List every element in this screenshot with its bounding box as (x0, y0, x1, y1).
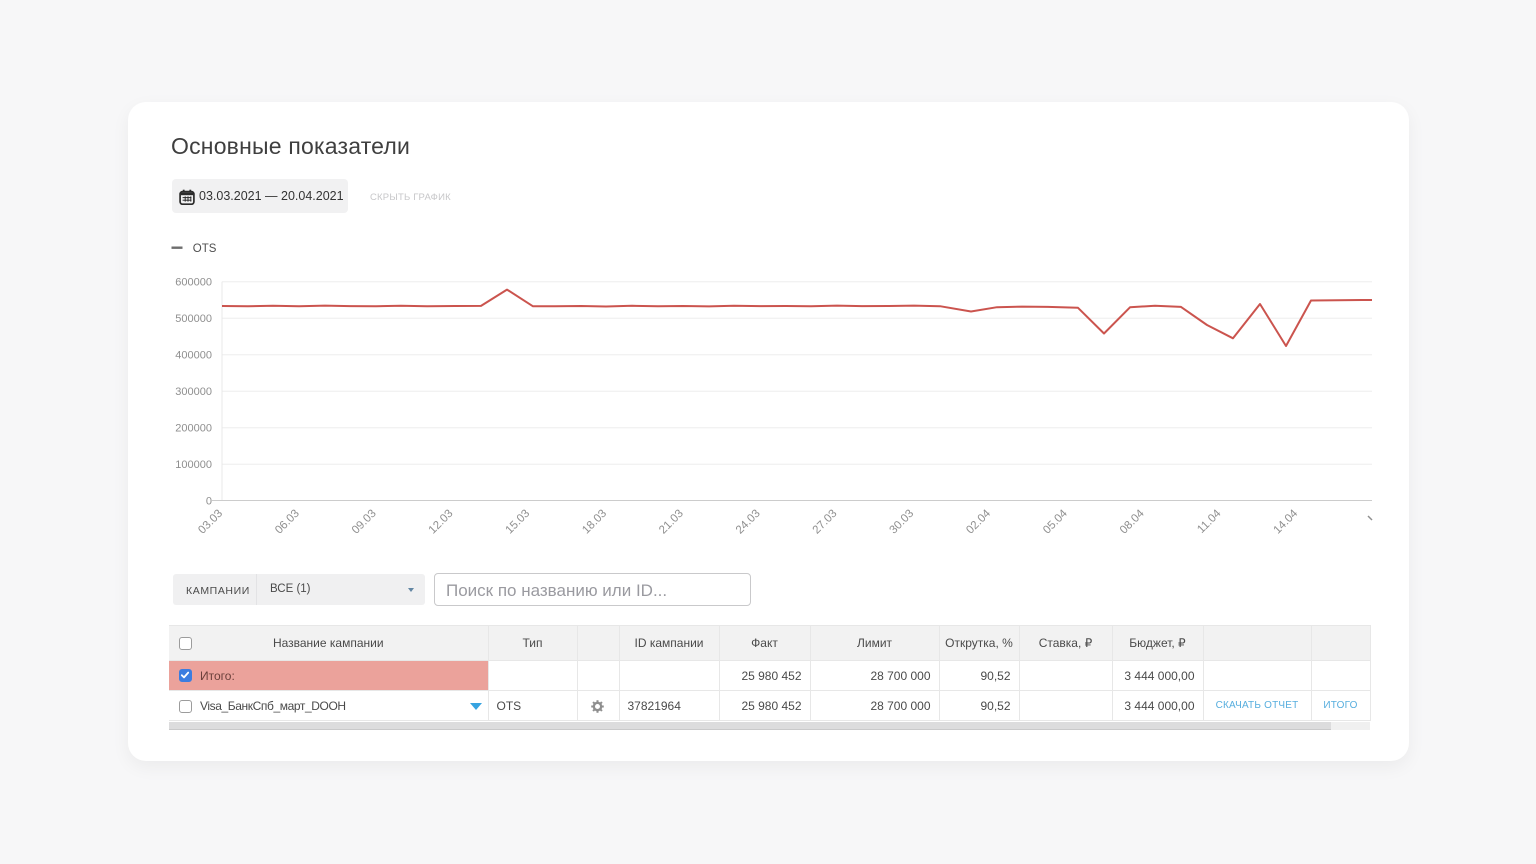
svg-text:03.03: 03.03 (196, 508, 225, 537)
svg-text:500000: 500000 (175, 313, 212, 325)
svg-text:21.03: 21.03 (657, 508, 686, 537)
svg-text:100000: 100000 (175, 459, 212, 471)
svg-text:400000: 400000 (175, 350, 212, 362)
svg-text:02.04: 02.04 (964, 507, 993, 536)
svg-text:09.03: 09.03 (350, 508, 379, 537)
svg-text:24.03: 24.03 (734, 508, 763, 537)
svg-text:15.03: 15.03 (503, 508, 532, 537)
svg-text:14.04: 14.04 (1271, 507, 1300, 536)
svg-text:200000: 200000 (175, 423, 212, 435)
svg-text:300000: 300000 (175, 386, 212, 398)
svg-text:0: 0 (206, 496, 212, 508)
svg-text:12.03: 12.03 (427, 508, 456, 537)
svg-text:600000: 600000 (175, 277, 212, 289)
svg-text:08.04: 08.04 (1118, 507, 1147, 536)
svg-text:11.04: 11.04 (1195, 507, 1224, 536)
svg-text:05.04: 05.04 (1041, 507, 1070, 536)
svg-text:06.03: 06.03 (273, 508, 302, 537)
svg-text:OTS: OTS (193, 243, 217, 255)
svg-text:27.03: 27.03 (811, 508, 840, 537)
svg-text:18.03: 18.03 (580, 508, 609, 537)
svg-text:30.03: 30.03 (887, 508, 916, 537)
